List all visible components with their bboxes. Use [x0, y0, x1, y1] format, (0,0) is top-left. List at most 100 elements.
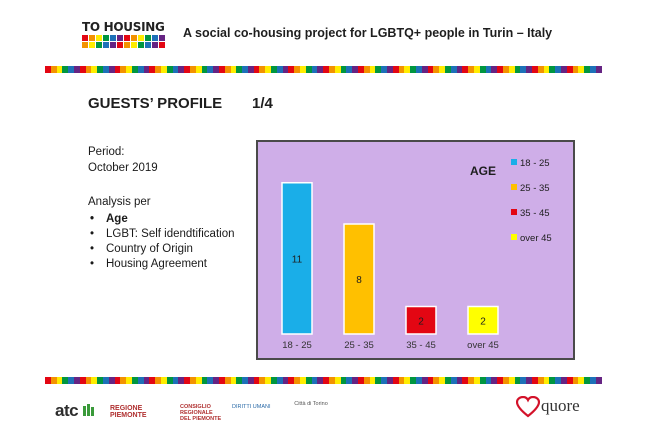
legend-label: 35 - 45 [520, 208, 550, 219]
rainbow-segment [73, 66, 80, 73]
rainbow-segment [584, 377, 590, 384]
x-tick-label: over 45 [467, 340, 499, 351]
legend-label: 25 - 35 [520, 183, 550, 194]
rainbow-segment [137, 66, 144, 73]
logo-pixel [117, 35, 123, 41]
analysis-item-country: Country of Origin [88, 242, 248, 257]
atc-logo: atc [55, 401, 79, 420]
rainbow-segment [526, 66, 532, 73]
rainbow-segment [456, 377, 463, 384]
rainbow-segment [589, 66, 596, 73]
bar [405, 305, 437, 335]
logo-pixel [96, 42, 102, 48]
rainbow-segment [358, 66, 364, 73]
bar-data-label: 2 [480, 316, 486, 327]
rainbow-segment [317, 377, 324, 384]
rainbow-segment [143, 66, 150, 73]
consiglio-regionale-logo: CONSIGLIO REGIONALE DEL PIEMONTE [180, 404, 222, 422]
rainbow-segment [508, 66, 515, 73]
rainbow-segment [207, 66, 214, 73]
rainbow-segment [502, 66, 509, 73]
legend-label: 18 - 25 [520, 158, 550, 169]
rainbow-segment [398, 377, 405, 384]
rainbow-segment [531, 66, 538, 73]
analysis-list: Age LGBT: Self idendtification Country o… [88, 212, 248, 272]
period-value: October 2019 [88, 162, 158, 174]
rainbow-segment [416, 66, 422, 73]
rainbow-segment [381, 377, 388, 384]
logo-pixel [110, 42, 116, 48]
rainbow-segment [340, 377, 347, 384]
rainbow-segment [369, 377, 376, 384]
legend-swatch [511, 209, 517, 215]
rainbow-segment [479, 66, 486, 73]
rainbow-segment [62, 66, 69, 73]
rainbow-segment [195, 66, 202, 73]
rainbow-segment [253, 66, 260, 73]
rainbow-segment [468, 377, 474, 384]
x-tick-label: 25 - 35 [344, 340, 374, 351]
rainbow-segment [189, 66, 196, 73]
rainbow-segment [247, 377, 254, 384]
analysis-item-age: Age [88, 212, 248, 227]
rainbow-segment [201, 66, 208, 73]
rainbow-segment [329, 377, 335, 384]
rainbow-segment [56, 377, 63, 384]
rainbow-segment [375, 66, 382, 73]
rainbow-segment [288, 377, 295, 384]
rainbow-segment [439, 377, 445, 384]
rainbow-segment [195, 377, 202, 384]
section-page-number: 1/4 [252, 95, 273, 112]
rainbow-segment [305, 377, 312, 384]
rainbow-segment [311, 377, 318, 384]
rainbow-segment [340, 66, 347, 73]
rainbow-segment [363, 377, 370, 384]
rainbow-segment [62, 377, 69, 384]
rainbow-divider-top [45, 66, 602, 73]
logo-text: TO HOUSING [82, 20, 165, 34]
rainbow-segment [155, 66, 161, 73]
rainbow-segment [137, 377, 144, 384]
rainbow-segment [178, 377, 185, 384]
age-bar-chart: AGE 11 18 - 25 8 25 - 35 2 35 - 45 2 over 45 18… [281, 158, 552, 351]
rainbow-segment [68, 66, 74, 73]
rainbow-segment [323, 377, 330, 384]
rainbow-segment [560, 377, 567, 384]
rainbow-segment [207, 377, 214, 384]
logo-pixel-grid [82, 35, 165, 48]
rainbow-segment [537, 377, 544, 384]
rainbow-segment [265, 377, 272, 384]
rainbow-segment [595, 66, 602, 73]
rainbow-segment [444, 377, 451, 384]
logo-pixel [124, 42, 130, 48]
rainbow-segment [473, 66, 480, 73]
rainbow-segment [317, 66, 324, 73]
rainbow-segment [102, 377, 109, 384]
rainbow-segment [346, 66, 353, 73]
rainbow-segment [520, 66, 527, 73]
rainbow-segment [166, 377, 173, 384]
rainbow-segment [45, 377, 51, 384]
rainbow-segment [276, 66, 283, 73]
logo-pixel [96, 35, 102, 41]
legend-swatch [511, 159, 517, 165]
rainbow-segment [578, 66, 585, 73]
rainbow-segment [91, 377, 98, 384]
rainbow-segment [259, 66, 266, 73]
rainbow-segment [491, 66, 498, 73]
rainbow-segment [543, 377, 550, 384]
rainbow-segment [114, 66, 121, 73]
rainbow-segment [584, 66, 590, 73]
rainbow-segment [230, 377, 237, 384]
rainbow-segment [85, 377, 92, 384]
rainbow-segment [392, 66, 399, 73]
logo-pixel [110, 35, 116, 41]
rainbow-segment [178, 66, 185, 73]
rainbow-segment [294, 377, 301, 384]
rainbow-segment [508, 377, 515, 384]
logo-pixel [152, 42, 158, 48]
rainbow-segment [555, 377, 561, 384]
rainbow-segment [537, 66, 544, 73]
rainbow-segment [120, 377, 127, 384]
rainbow-segment [143, 377, 150, 384]
